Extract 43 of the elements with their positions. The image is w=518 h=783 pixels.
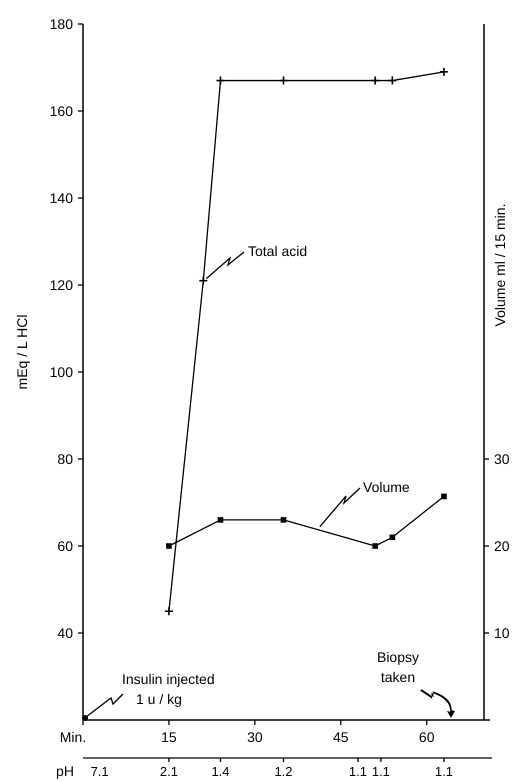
text: 1.1 — [348, 764, 368, 779]
point — [439, 67, 449, 77]
point — [388, 76, 398, 86]
point — [198, 276, 208, 286]
point — [390, 534, 396, 540]
point — [280, 517, 286, 523]
point — [372, 543, 378, 549]
text: 1.4 — [211, 764, 230, 779]
y2-tick-label: 30 — [494, 450, 510, 467]
y-tick-label: 120 — [50, 276, 74, 293]
y-tick-label: 160 — [50, 102, 74, 119]
x-tick-label: 45 — [332, 729, 349, 745]
text: 2.1 — [160, 764, 178, 779]
text: pH — [56, 763, 74, 779]
y-tick-label: 80 — [57, 450, 74, 467]
point — [166, 543, 172, 549]
text: 1.2 — [274, 764, 293, 779]
y2-tick-label: 10 — [494, 624, 510, 641]
y-tick-label: 60 — [57, 538, 74, 554]
x-tick-label: 15 — [161, 729, 177, 745]
y-tick-label: 100 — [50, 364, 74, 380]
x-tick-label: 30 — [247, 729, 263, 745]
text: Total acid — [248, 243, 308, 259]
text: 1.1 — [372, 764, 390, 779]
x-tick-label: 60 — [418, 729, 435, 745]
y-tick-label: 140 — [50, 190, 74, 206]
y-tick-label: 40 — [57, 624, 74, 641]
series-label: Volume — [363, 479, 410, 495]
annotation: Biopsy taken — [376, 649, 420, 685]
text: 7.1 — [90, 764, 109, 779]
point — [218, 517, 224, 523]
y-axis-title: mEq / L HCl — [14, 314, 30, 390]
y2-tick-label: 20 — [494, 538, 510, 554]
point — [164, 606, 174, 616]
y-tick-label: 180 — [50, 16, 74, 32]
point — [370, 76, 380, 86]
point — [441, 494, 447, 500]
annotation: Insulin injected 1 u / kg — [122, 671, 215, 707]
x-axis-title: Min. — [60, 729, 86, 745]
y2-axis-title: Volume ml / 15 min. — [492, 204, 508, 326]
point — [278, 76, 288, 86]
point — [216, 76, 226, 86]
text: 1.1 — [434, 764, 453, 779]
